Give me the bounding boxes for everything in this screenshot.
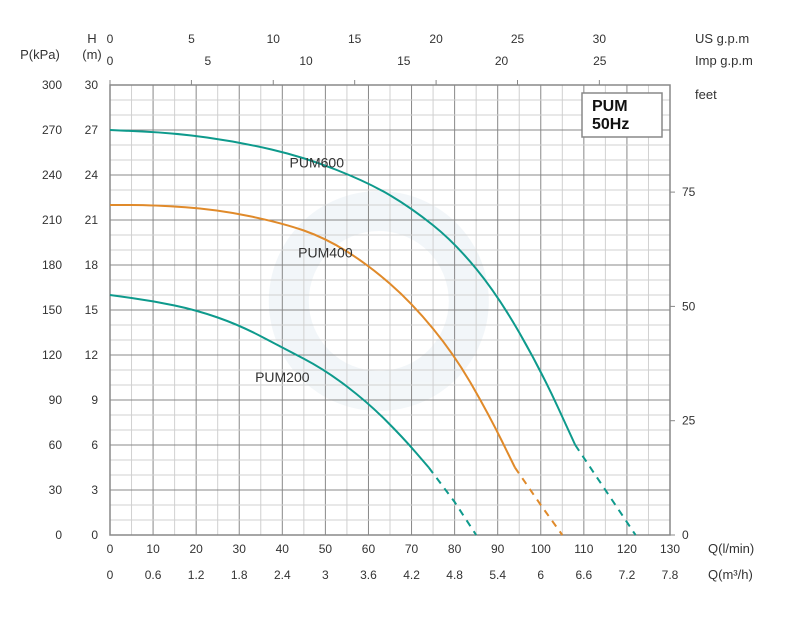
- x2-tick: 0: [107, 568, 114, 582]
- y-tick-m: 3: [91, 483, 98, 497]
- y-tick-kpa: 120: [42, 348, 62, 362]
- x2-tick: 1.2: [188, 568, 205, 582]
- x-axis-label-lmin: Q(l/min): [708, 541, 754, 556]
- xtop1-tick: 5: [188, 32, 195, 46]
- xtop1-tick: 30: [593, 32, 607, 46]
- x-tick: 30: [233, 542, 247, 556]
- x-tick: 0: [107, 542, 114, 556]
- xtop2-tick: 0: [107, 54, 114, 68]
- x-tick: 70: [405, 542, 419, 556]
- x-tick: 50: [319, 542, 333, 556]
- x2-tick: 6.6: [576, 568, 593, 582]
- y-tick-kpa: 240: [42, 168, 62, 182]
- y-tick-m: 21: [85, 213, 99, 227]
- xtop1-tick: 10: [267, 32, 281, 46]
- title-line1: PUM: [592, 98, 628, 115]
- y-tick-kpa: 300: [42, 78, 62, 92]
- y-axis-label-kpa: P(kPa): [20, 47, 60, 62]
- x2-tick: 5.4: [489, 568, 506, 582]
- y-tick-kpa: 90: [49, 393, 63, 407]
- x2-tick: 3.6: [360, 568, 377, 582]
- y-tick-kpa: 210: [42, 213, 62, 227]
- y-tick-m: 15: [85, 303, 99, 317]
- y-tick-feet: 75: [682, 185, 696, 199]
- pump-curve-chart: 0102030405060708090100110120130Q(l/min)0…: [0, 0, 800, 640]
- xtop1-tick: 25: [511, 32, 525, 46]
- x-tick: 90: [491, 542, 505, 556]
- y-tick-m: 24: [85, 168, 99, 182]
- xtop2-tick: 10: [299, 54, 313, 68]
- y-tick-kpa: 0: [55, 528, 62, 542]
- title-line2: 50Hz: [592, 116, 629, 133]
- y-tick-m: 6: [91, 438, 98, 452]
- y-tick-m: 0: [91, 528, 98, 542]
- x2-tick: 3: [322, 568, 329, 582]
- y-tick-kpa: 60: [49, 438, 63, 452]
- x-tick: 120: [617, 542, 637, 556]
- x2-tick: 2.4: [274, 568, 291, 582]
- y-tick-feet: 0: [682, 528, 689, 542]
- y-tick-feet: 50: [682, 299, 696, 313]
- x2-tick: 4.2: [403, 568, 420, 582]
- xtop2-tick: 15: [397, 54, 411, 68]
- x-tick: 40: [276, 542, 290, 556]
- x-tick: 60: [362, 542, 376, 556]
- curve-label-pum200: PUM200: [255, 369, 310, 385]
- x-axis-label-impgpm: Imp g.p.m: [695, 53, 753, 68]
- x-axis-label-usgpm: US g.p.m: [695, 31, 749, 46]
- xtop1-tick: 15: [348, 32, 362, 46]
- y-axis-label-feet: feet: [695, 87, 717, 102]
- y-tick-kpa: 150: [42, 303, 62, 317]
- x2-tick: 7.8: [662, 568, 679, 582]
- y-tick-m: 30: [85, 78, 99, 92]
- y-tick-kpa: 30: [49, 483, 63, 497]
- x2-tick: 4.8: [446, 568, 463, 582]
- y-tick-m: 27: [85, 123, 99, 137]
- y-tick-m: 9: [91, 393, 98, 407]
- x2-tick: 6: [537, 568, 544, 582]
- x-tick: 110: [574, 542, 593, 556]
- xtop1-tick: 0: [107, 32, 114, 46]
- xtop1-tick: 20: [429, 32, 443, 46]
- x-tick: 10: [146, 542, 160, 556]
- xtop2-tick: 20: [495, 54, 509, 68]
- xtop2-tick: 25: [593, 54, 607, 68]
- x2-tick: 0.6: [145, 568, 162, 582]
- x-tick: 130: [660, 542, 680, 556]
- x2-tick: 7.2: [619, 568, 636, 582]
- curve-label-pum400: PUM400: [298, 245, 353, 261]
- x-tick: 100: [531, 542, 551, 556]
- y-tick-kpa: 180: [42, 258, 62, 272]
- y-tick-kpa: 270: [42, 123, 62, 137]
- x-axis-label-m3h: Q(m³/h): [708, 567, 753, 582]
- curve-label-pum600: PUM600: [290, 155, 345, 171]
- y-tick-m: 18: [85, 258, 99, 272]
- x2-tick: 1.8: [231, 568, 248, 582]
- y-tick-m: 12: [85, 348, 99, 362]
- y-axis-label-m: (m): [82, 47, 102, 62]
- y-tick-feet: 25: [682, 414, 696, 428]
- xtop2-tick: 5: [204, 54, 211, 68]
- x-tick: 80: [448, 542, 462, 556]
- x-tick: 20: [189, 542, 203, 556]
- y-axis-label-h: H: [87, 31, 96, 46]
- chart-svg: 0102030405060708090100110120130Q(l/min)0…: [0, 0, 800, 640]
